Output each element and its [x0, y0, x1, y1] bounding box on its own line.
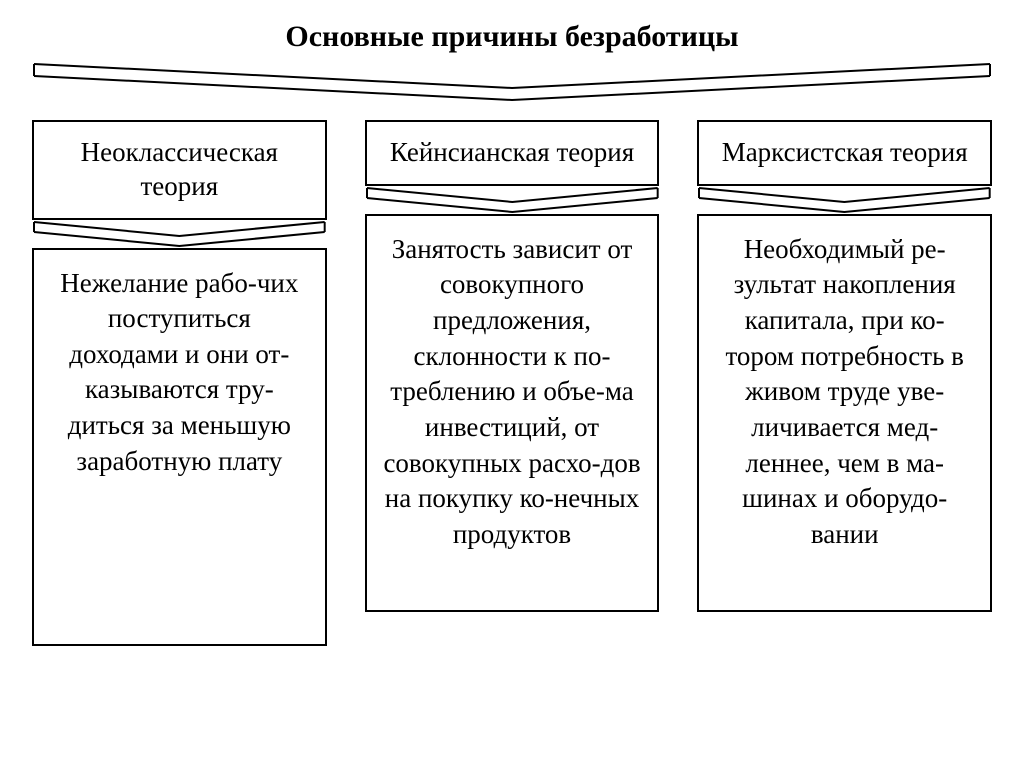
header-neoclassical: Неоклассическая теория	[32, 120, 327, 220]
content-text: Нежелание рабо-чих поступиться доходами …	[50, 266, 309, 480]
content-neoclassical: Нежелание рабо-чих поступиться доходами …	[32, 248, 327, 646]
content-text: Необходимый ре-зультат накопления капита…	[715, 232, 974, 553]
chevron-keynesian	[365, 186, 660, 214]
diagram-container: Основные причины безработицы Неоклассиче…	[0, 0, 1024, 666]
column-keynesian: Кейнсианская теория Занятость зависит от…	[365, 120, 660, 646]
column-marxist: Марксистская теория Необходимый ре-зульт…	[697, 120, 992, 646]
header-marxist: Марксистская теория	[697, 120, 992, 186]
top-chevron-connector	[32, 62, 992, 102]
chevron-down-icon	[365, 186, 660, 214]
content-keynesian: Занятость зависит от совокупного предлож…	[365, 214, 660, 612]
header-keynesian: Кейнсианская теория	[365, 120, 660, 186]
title-row: Основные причины безработицы	[30, 20, 994, 54]
chevron-neoclassical	[32, 220, 327, 248]
chevron-down-icon	[32, 220, 327, 248]
diagram-title: Основные причины безработицы	[285, 20, 738, 53]
content-text: Занятость зависит от совокупного предлож…	[383, 232, 642, 553]
chevron-down-icon	[697, 186, 992, 214]
content-marxist: Необходимый ре-зультат накопления капита…	[697, 214, 992, 612]
chevron-marxist	[697, 186, 992, 214]
columns-row: Неоклассическая теория Нежелание рабо-чи…	[30, 120, 994, 646]
chevron-down-icon	[32, 62, 992, 102]
column-neoclassical: Неоклассическая теория Нежелание рабо-чи…	[32, 120, 327, 646]
